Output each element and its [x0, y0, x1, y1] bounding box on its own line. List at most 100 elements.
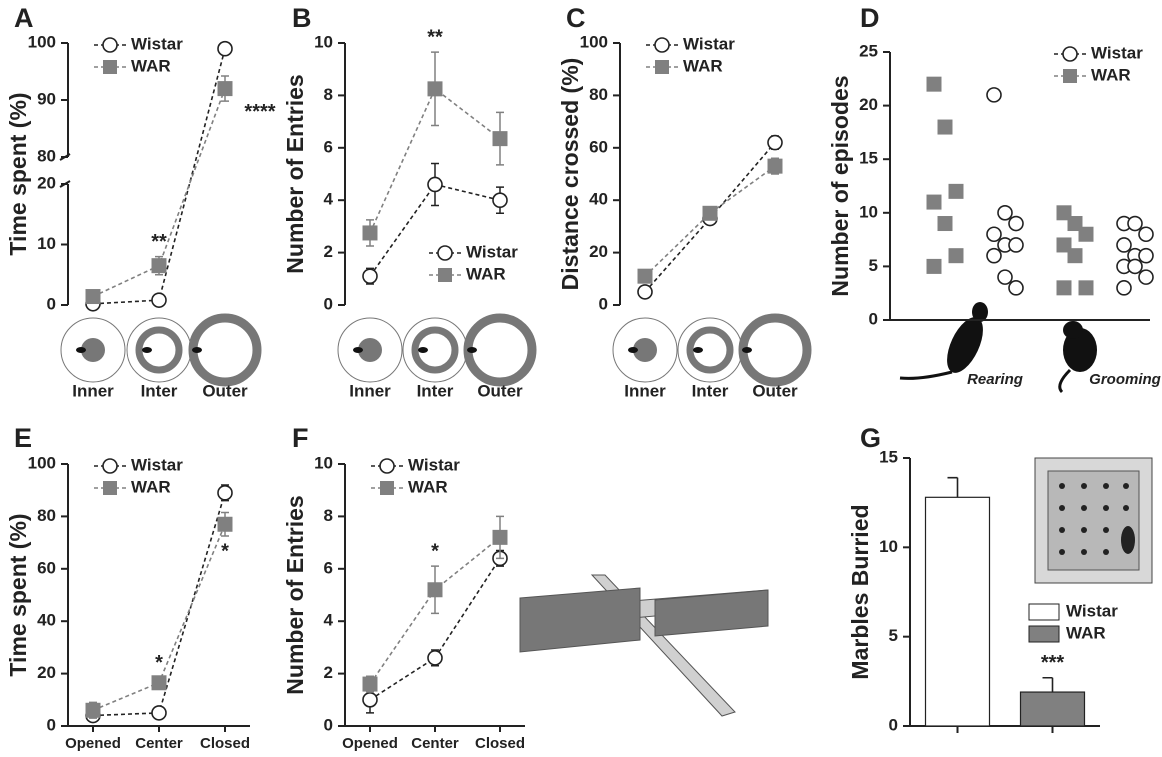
legend-marker — [655, 60, 669, 74]
legend-label: WAR — [131, 477, 171, 496]
y-tick-label: 6 — [324, 558, 333, 577]
x-tick-label: Inner — [624, 381, 666, 400]
y-tick-label: 80 — [37, 506, 56, 525]
marker-circle — [1008, 215, 1024, 232]
panel-letter: D — [860, 3, 880, 33]
y-tick-label: 8 — [324, 85, 333, 104]
x-tick-label: Inter — [417, 381, 454, 400]
marker-circle — [986, 226, 1002, 243]
y-tick-label: 5 — [869, 256, 878, 275]
panel-letter: F — [292, 423, 309, 453]
legend-swatch — [1028, 603, 1060, 621]
y-tick-label: 100 — [580, 32, 608, 51]
y-tick-label: 40 — [37, 611, 56, 630]
marker-circle — [217, 40, 233, 57]
marker-circle — [1127, 258, 1143, 275]
rat-icon — [467, 347, 477, 353]
y-tick-label: 60 — [37, 558, 56, 577]
bar — [924, 496, 991, 727]
y-tick-label: 100 — [28, 453, 56, 472]
marker-circle — [1127, 215, 1143, 232]
marker-circle — [362, 691, 378, 708]
y-tick-label: 40 — [589, 190, 608, 209]
arena-zone — [633, 338, 657, 362]
y-tick-label: 80 — [589, 85, 608, 104]
error-bar — [947, 476, 959, 498]
legend-label: Wistar — [466, 242, 518, 261]
y-tick-label: 10 — [314, 453, 333, 472]
grooming-rat-icon — [1058, 321, 1097, 394]
legend-marker — [438, 268, 452, 282]
x-tick-label: Inner — [349, 381, 391, 400]
y-tick-label: 10 — [879, 537, 898, 556]
series-line — [644, 165, 776, 277]
arena-icon — [738, 313, 812, 387]
y-tick-label: 10 — [859, 202, 878, 221]
y-tick-label: 0 — [47, 715, 56, 734]
marker-square — [1078, 226, 1094, 242]
y-tick-label: 20 — [37, 663, 56, 682]
marker-square — [217, 516, 233, 532]
marker-circle — [217, 485, 233, 501]
x-tick-label: Center — [135, 735, 183, 752]
y-tick-label: 0 — [324, 715, 333, 734]
annotation: * — [221, 540, 229, 562]
panel-letter: A — [14, 3, 34, 33]
marker-square — [1056, 280, 1072, 296]
marker-square — [151, 258, 167, 274]
arena-icon — [188, 313, 262, 387]
arena-zone — [358, 338, 382, 362]
marker-circle — [427, 176, 443, 193]
legend-label: Wistar — [131, 455, 183, 474]
legend-label: Wistar — [408, 455, 460, 474]
legend-marker — [102, 458, 118, 474]
y-tick-label: 20 — [589, 242, 608, 261]
y-tick-label: 4 — [324, 190, 334, 209]
legend-label: WAR — [1066, 623, 1106, 642]
marker-circle — [997, 269, 1013, 285]
y-tick-label: 100 — [28, 32, 56, 51]
y-tick-label: 20 — [859, 95, 878, 114]
x-tick-label: Center — [411, 735, 459, 752]
marker-circle — [427, 650, 443, 666]
arena-icon — [463, 313, 537, 387]
error-bar — [1042, 676, 1054, 693]
marker-square — [362, 676, 378, 692]
legend-label: WAR — [408, 477, 448, 496]
rat-icon — [628, 347, 638, 353]
panel-letter: C — [566, 3, 586, 33]
marker-square — [492, 529, 508, 545]
y-axis-title: Marbles Burried — [847, 504, 873, 679]
arena-zone — [81, 338, 105, 362]
legend-label: Wistar — [131, 34, 183, 53]
rat-icon — [353, 347, 363, 353]
legend-label: WAR — [1091, 65, 1131, 84]
arena-zone — [411, 326, 459, 374]
rat-icon — [693, 347, 703, 353]
legend-marker — [380, 481, 394, 495]
plus-maze-illustration — [519, 574, 769, 717]
y-tick-label: 60 — [589, 137, 608, 156]
panel-letter: G — [860, 423, 881, 453]
y-tick-label: 0 — [889, 715, 898, 734]
x-tick-label: Closed — [200, 735, 250, 752]
legend-swatch — [1028, 625, 1060, 643]
marker-circle — [151, 705, 167, 721]
marker-square — [85, 289, 101, 305]
x-tick-label: Rearing — [967, 371, 1023, 388]
marker-square — [926, 194, 942, 210]
marker-square — [217, 81, 233, 97]
y-tick-label: 0 — [324, 294, 333, 313]
marker-circle — [1138, 269, 1154, 285]
rearing-rat-icon — [899, 302, 988, 380]
x-tick-label: Opened — [342, 735, 398, 752]
annotation: **** — [244, 101, 275, 123]
x-tick-label: Inter — [692, 381, 729, 400]
marker-circle — [767, 134, 783, 151]
rat-icon — [742, 347, 752, 353]
marker-square — [637, 268, 653, 284]
marker-circle — [1008, 280, 1024, 296]
legend-marker — [103, 60, 117, 74]
annotation: * — [155, 652, 163, 674]
x-tick-label: Outer — [202, 381, 248, 400]
